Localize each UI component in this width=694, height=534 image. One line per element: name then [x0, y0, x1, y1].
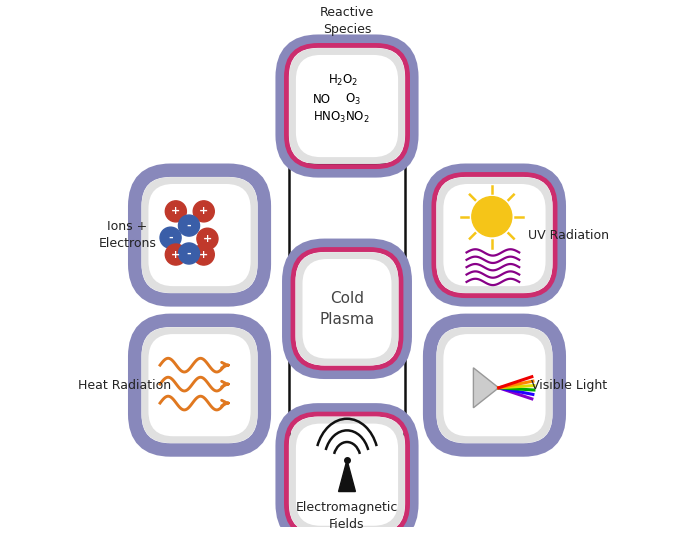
Circle shape	[193, 201, 214, 222]
Text: Visible Light: Visible Light	[531, 379, 607, 391]
FancyBboxPatch shape	[443, 334, 545, 436]
Circle shape	[165, 244, 187, 265]
FancyBboxPatch shape	[303, 259, 391, 358]
FancyBboxPatch shape	[437, 177, 552, 293]
Text: +: +	[199, 206, 208, 216]
Text: Electromagnetic
Fields: Electromagnetic Fields	[296, 501, 398, 531]
Text: -: -	[187, 248, 192, 258]
Text: Ions +
Electrons: Ions + Electrons	[99, 220, 156, 250]
FancyBboxPatch shape	[149, 334, 251, 436]
Text: Reactive
Species: Reactive Species	[320, 6, 374, 36]
FancyBboxPatch shape	[149, 184, 251, 286]
FancyBboxPatch shape	[142, 327, 257, 443]
Circle shape	[160, 227, 181, 248]
FancyBboxPatch shape	[443, 184, 545, 286]
FancyBboxPatch shape	[437, 327, 552, 443]
FancyBboxPatch shape	[289, 48, 405, 164]
Text: -: -	[187, 221, 192, 231]
FancyBboxPatch shape	[296, 252, 398, 365]
Text: UV Radiation: UV Radiation	[527, 229, 609, 241]
Text: Heat Radiation: Heat Radiation	[78, 379, 171, 391]
Text: O$_3$: O$_3$	[345, 92, 361, 107]
Circle shape	[197, 228, 218, 249]
Polygon shape	[339, 460, 355, 491]
FancyBboxPatch shape	[289, 417, 405, 532]
Text: +: +	[171, 249, 180, 260]
Text: HNO$_3$: HNO$_3$	[313, 110, 346, 125]
Text: -: -	[168, 233, 173, 242]
Circle shape	[165, 201, 187, 222]
Text: NO: NO	[313, 93, 331, 106]
Text: +: +	[203, 234, 212, 244]
FancyBboxPatch shape	[296, 423, 398, 526]
Text: +: +	[199, 249, 208, 260]
Text: +: +	[171, 206, 180, 216]
Circle shape	[178, 215, 200, 236]
Text: Cold
Plasma: Cold Plasma	[319, 291, 375, 327]
Text: H$_2$O$_2$: H$_2$O$_2$	[328, 73, 358, 88]
Circle shape	[472, 197, 512, 237]
FancyBboxPatch shape	[142, 177, 257, 293]
Text: NO$_2$: NO$_2$	[345, 110, 369, 125]
Polygon shape	[473, 368, 499, 408]
FancyBboxPatch shape	[296, 55, 398, 157]
Circle shape	[193, 244, 214, 265]
Circle shape	[178, 243, 200, 264]
